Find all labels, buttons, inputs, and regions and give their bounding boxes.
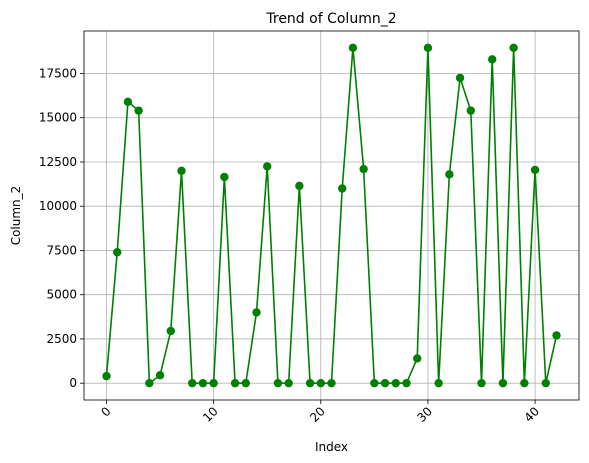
chart-title: Trend of Column_2 [265, 11, 396, 27]
data-point [391, 378, 400, 388]
y-tick-label: 0 [69, 376, 77, 390]
data-point [530, 165, 540, 175]
data-point [263, 162, 272, 171]
data-point [477, 378, 486, 388]
data-point [552, 331, 561, 340]
data-point [423, 43, 433, 53]
data-point [338, 184, 347, 193]
x-tick-label: 40 [521, 404, 542, 425]
y-tick-label: 5000 [46, 288, 77, 302]
data-point [177, 166, 186, 176]
data-point [123, 97, 133, 106]
data-point [380, 378, 390, 388]
x-tick-label: 30 [414, 404, 435, 425]
data-point [520, 378, 529, 388]
data-point [295, 181, 304, 191]
data-point [466, 106, 475, 115]
data-point [273, 378, 283, 388]
plot-area-frame [83, 30, 580, 401]
x-axis-label: Index [315, 440, 348, 454]
y-tick-label: 15000 [39, 111, 77, 125]
data-point [402, 378, 411, 388]
data-point [198, 378, 208, 388]
data-point [434, 378, 443, 388]
data-point [284, 378, 293, 388]
x-tick-label: 0 [98, 404, 113, 419]
data-point [220, 172, 229, 182]
data-point [359, 164, 368, 174]
y-axis-ticks: 0 2500 5000 7500 10000 12500 15000 17500 [39, 66, 84, 390]
y-tick-label: 17500 [39, 66, 77, 80]
data-point [252, 308, 261, 317]
data-point [230, 378, 240, 388]
data-point [102, 371, 111, 381]
y-tick-label: 12500 [39, 155, 77, 169]
data-point [188, 378, 197, 388]
y-tick-label: 2500 [46, 332, 77, 346]
data-point [209, 378, 218, 388]
data-point [305, 378, 315, 388]
data-point [113, 248, 122, 257]
x-axis-ticks: 0 10 20 30 40 [98, 400, 542, 425]
data-point [327, 378, 336, 388]
x-tick-label: 20 [307, 404, 328, 425]
x-tick-label: 10 [200, 404, 221, 425]
data-point [509, 43, 518, 53]
data-point [541, 378, 550, 388]
data-point [241, 378, 250, 388]
y-axis-label: Column_2 [9, 186, 23, 246]
y-tick-label: 10000 [39, 199, 77, 213]
data-point [155, 371, 165, 380]
data-point [455, 73, 465, 83]
data-point [488, 55, 497, 64]
data-point [316, 378, 325, 388]
series-layer [102, 43, 561, 388]
data-point [166, 326, 175, 336]
data-point [348, 43, 358, 53]
data-point [498, 378, 508, 388]
data-point [445, 170, 454, 179]
data-point [134, 106, 143, 115]
y-tick-label: 7500 [46, 243, 77, 257]
data-point [413, 354, 422, 363]
data-point [145, 378, 154, 388]
data-point [370, 378, 379, 388]
